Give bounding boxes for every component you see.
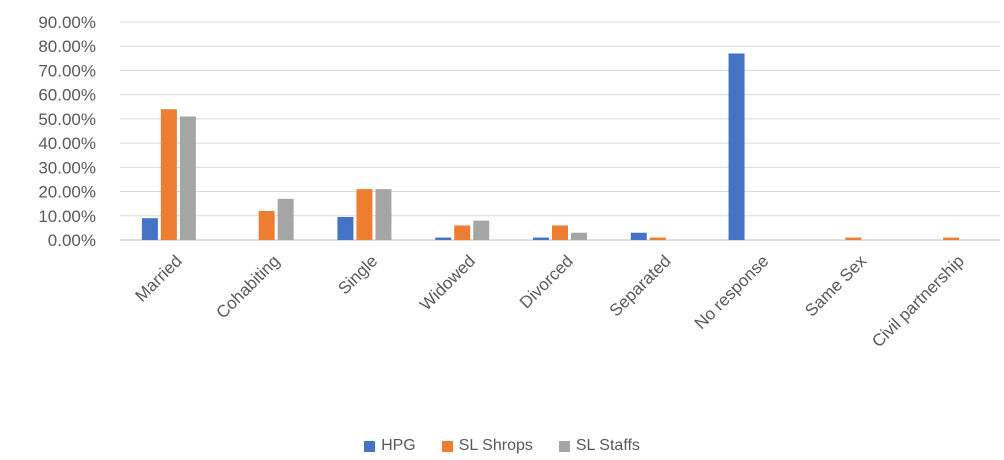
bar-sl-staffs-cohabiting	[277, 198, 294, 240]
bar-sl-shrops-cohabiting	[258, 210, 275, 240]
bar-hpg-divorced	[533, 237, 549, 240]
bar-sl-staffs-single	[375, 189, 392, 240]
x-category-label: Widowed	[416, 251, 479, 314]
legend-swatch-hpg	[364, 440, 376, 452]
legend-swatch-sl-shrops	[441, 440, 453, 452]
x-category-label: Single	[334, 251, 381, 298]
legend-label-hpg: HPG	[381, 437, 416, 454]
legend-swatch-sl-staffs	[558, 440, 570, 452]
legend-label-sl-staffs: SL Staffs	[575, 437, 640, 454]
y-tick-label: 20.00%	[38, 183, 96, 202]
y-tick-label: 80.00%	[38, 37, 96, 56]
x-category-label: Divorced	[516, 251, 577, 312]
bar-chart: 0.00% 10.00% 20.00% 30.00% 40.00% 50.00% 60.00…	[38, 13, 1000, 351]
y-tick-label: 50.00%	[38, 110, 96, 129]
y-tick-label: 0.00%	[48, 231, 96, 250]
bar-hpg-married	[141, 218, 158, 240]
legend-item-sl-staffs: SL Staffs	[558, 437, 640, 455]
bar-sl-shrops-divorced	[552, 225, 568, 240]
bar-hpg-separated	[630, 232, 647, 240]
category-labels: Married Cohabiting Single Widowed Divorced Se…	[132, 251, 968, 351]
legend: HPG SL Shrops SL Staffs	[0, 437, 1004, 455]
y-tick-label: 60.00%	[38, 86, 96, 105]
bar-sl-shrops-married	[160, 109, 177, 240]
y-tick-label: 90.00%	[38, 13, 96, 32]
x-category-label: Same Sex	[801, 251, 870, 320]
bar-sl-shrops-single	[356, 189, 373, 240]
bar-sl-staffs-divorced	[571, 232, 587, 240]
y-tick-label: 30.00%	[38, 158, 96, 177]
x-category-label: Married	[132, 251, 186, 305]
y-tick-label: 10.00%	[38, 207, 96, 226]
legend-item-hpg: HPG	[364, 437, 416, 455]
y-axis-tick-labels: 0.00% 10.00% 20.00% 30.00% 40.00% 50.00% 60.00…	[38, 13, 96, 250]
bars	[141, 53, 960, 240]
bar-sl-shrops-widowed	[454, 225, 471, 240]
legend-label-sl-shrops: SL Shrops	[458, 437, 533, 454]
legend-item-sl-shrops: SL Shrops	[441, 437, 533, 455]
bar-sl-staffs-widowed	[473, 220, 490, 240]
bar-hpg-no-response	[728, 53, 745, 240]
gridlines	[120, 21, 1000, 241]
bar-sl-shrops-same-sex	[845, 237, 862, 240]
bar-sl-staffs-married	[179, 116, 196, 240]
x-category-label: Cohabiting	[213, 251, 284, 322]
bar-hpg-single	[337, 216, 354, 240]
y-tick-label: 70.00%	[38, 61, 96, 80]
bar-hpg-widowed	[435, 237, 452, 240]
bar-sl-shrops-separated	[649, 237, 666, 240]
bar-sl-shrops-civil-partnership	[943, 237, 960, 240]
y-tick-label: 40.00%	[38, 134, 96, 153]
x-category-label: Separated	[606, 251, 675, 320]
x-category-label: Civil partnership	[868, 251, 968, 351]
x-category-label: No response	[691, 251, 773, 333]
